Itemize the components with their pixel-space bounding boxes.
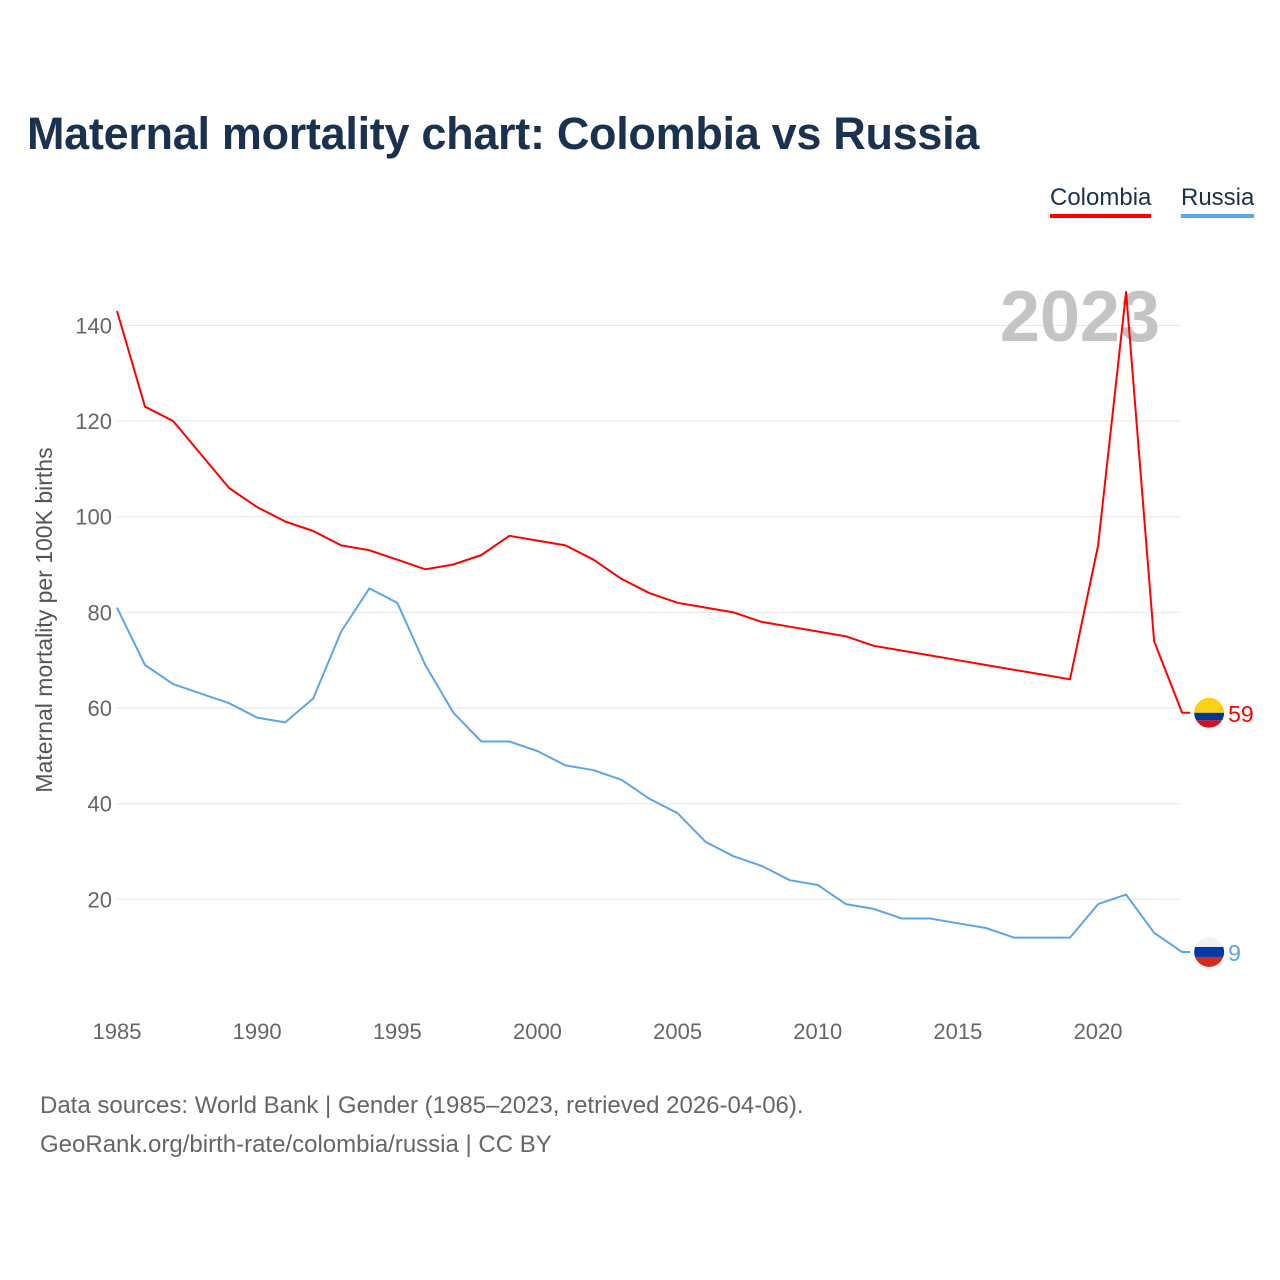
legend-colombia[interactable]: Colombia — [1050, 184, 1152, 218]
x-tick-label: 2010 — [793, 1019, 842, 1044]
y-tick-label: 60 — [88, 696, 112, 721]
x-tick-label: 1995 — [373, 1019, 422, 1044]
x-tick-label: 1990 — [233, 1019, 282, 1044]
year-watermark: 2023 — [1000, 277, 1160, 357]
x-tick-label: 2015 — [933, 1019, 982, 1044]
x-tick-label: 2005 — [653, 1019, 702, 1044]
footer: Data sources: World Bank | Gender (1985–… — [40, 1086, 804, 1164]
y-tick-label: 140 — [75, 313, 112, 338]
y-tick-label: 20 — [88, 887, 112, 912]
legend-russia[interactable]: Russia — [1181, 184, 1255, 218]
y-axis-label: Maternal mortality per 100K births — [31, 447, 57, 792]
y-tick-label: 120 — [75, 409, 112, 434]
series-line-russia — [116, 587, 1191, 953]
chart-title: Maternal mortality chart: Colombia vs Ru… — [27, 108, 980, 159]
data-source: Data sources: World Bank | Gender (1985–… — [40, 1092, 804, 1119]
colombia-flag-icon — [1194, 697, 1225, 728]
source-link[interactable]: GeoRank.org/birth-rate/colombia/russia |… — [40, 1131, 552, 1158]
x-tick-label: 1985 — [93, 1019, 142, 1044]
line-chart: 20 40 60 80 100 120 140 1985 1990 1995 2000 2005 201… — [31, 277, 1254, 1044]
russia-flag-icon — [1194, 936, 1225, 967]
x-tick-label: 2020 — [1074, 1019, 1123, 1044]
series-line-colombia — [116, 290, 1191, 714]
x-tick-label: 2000 — [513, 1019, 562, 1044]
y-tick-label: 80 — [88, 600, 112, 625]
end-value-label: 9 — [1228, 940, 1241, 966]
y-tick-label: 40 — [88, 792, 112, 817]
end-value-label: 59 — [1228, 701, 1254, 727]
y-tick-label: 100 — [75, 505, 112, 530]
